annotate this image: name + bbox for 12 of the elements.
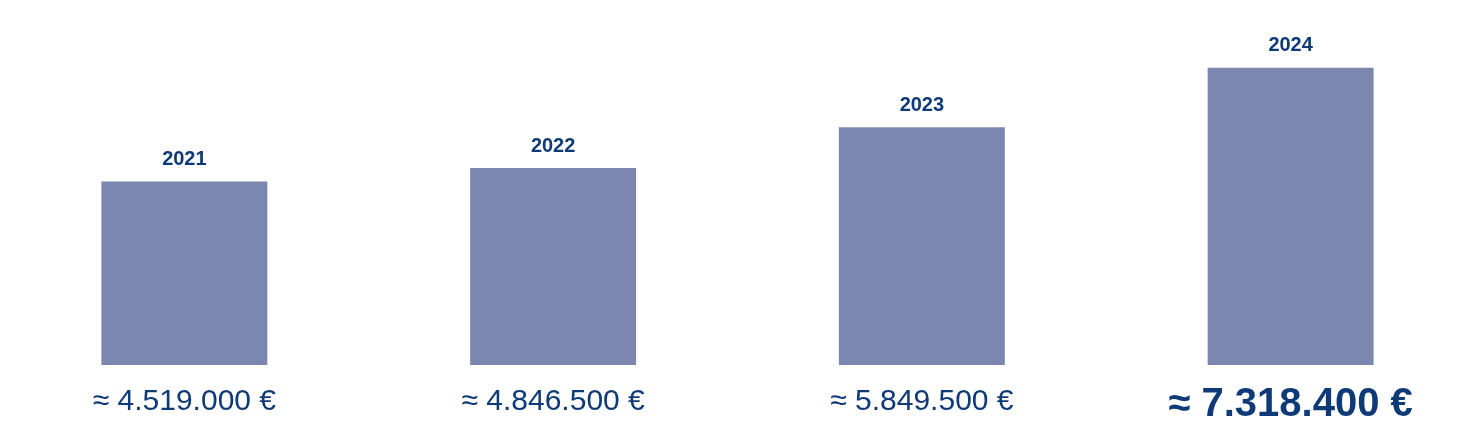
- x-tick-label: 2021: [162, 146, 207, 169]
- x-tick-label: 2022: [530, 133, 576, 156]
- bar: [470, 168, 637, 365]
- bar: [101, 181, 268, 365]
- data-label: ≈ 7.318.400 €: [1168, 380, 1413, 425]
- data-label: ≈ 4.846.500 €: [461, 383, 646, 417]
- bar: [838, 127, 1005, 365]
- data-label: ≈ 4.519.000 €: [92, 383, 277, 417]
- x-tick-label: 2024: [1268, 33, 1314, 56]
- bar: [1207, 67, 1374, 365]
- x-tick-label: 2023: [899, 92, 945, 115]
- data-label: ≈ 5.849.500 €: [830, 383, 1014, 417]
